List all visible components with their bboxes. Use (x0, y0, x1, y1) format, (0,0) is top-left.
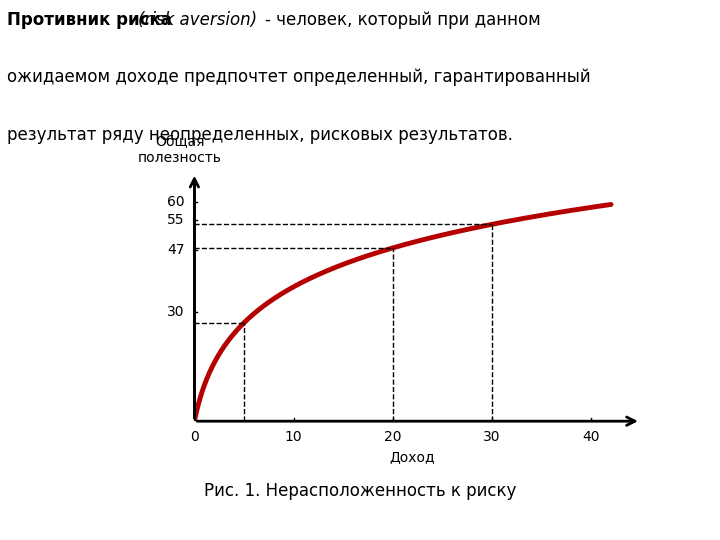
Text: 20: 20 (384, 430, 402, 444)
Text: (risk aversion): (risk aversion) (138, 11, 257, 29)
Text: 60: 60 (167, 195, 184, 209)
Text: 0: 0 (190, 430, 199, 444)
Text: результат ряду неопределенных, рисковых результатов.: результат ряду неопределенных, рисковых … (7, 126, 513, 144)
Text: Доход: Доход (390, 450, 436, 464)
Text: 40: 40 (582, 430, 600, 444)
Text: 10: 10 (285, 430, 302, 444)
Text: 55: 55 (167, 213, 184, 227)
Text: Общая
полезность: Общая полезность (138, 136, 222, 165)
Text: 47: 47 (167, 242, 184, 256)
Text: 30: 30 (167, 305, 184, 319)
Text: Противник риска: Противник риска (7, 11, 172, 29)
Text: Рис. 1. Нерасположенность к риску: Рис. 1. Нерасположенность к риску (204, 482, 516, 501)
Text: 30: 30 (483, 430, 500, 444)
Text: ожидаемом доходе предпочтет определенный, гарантированный: ожидаемом доходе предпочтет определенный… (7, 68, 591, 86)
Text: - человек, который при данном: - человек, который при данном (265, 11, 541, 29)
